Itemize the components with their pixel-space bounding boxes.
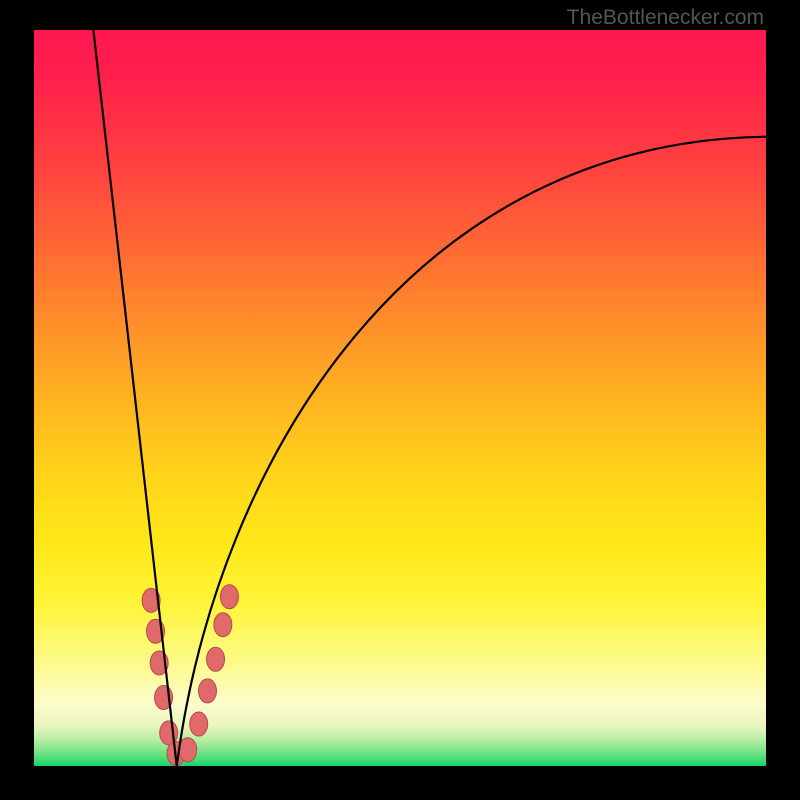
data-point-marker [214,613,232,637]
bottleneck-curve [93,23,774,766]
data-point-marker [190,712,208,736]
data-point-markers [142,585,238,766]
chart-stage: TheBottlenecker.com [0,0,800,800]
data-point-marker [198,679,216,703]
watermark-text: TheBottlenecker.com [567,6,764,30]
data-point-marker [207,647,225,671]
chart-overlay-svg [34,30,766,766]
data-point-marker [220,585,238,609]
chart-plot-area [34,30,766,766]
data-point-marker [179,738,197,762]
